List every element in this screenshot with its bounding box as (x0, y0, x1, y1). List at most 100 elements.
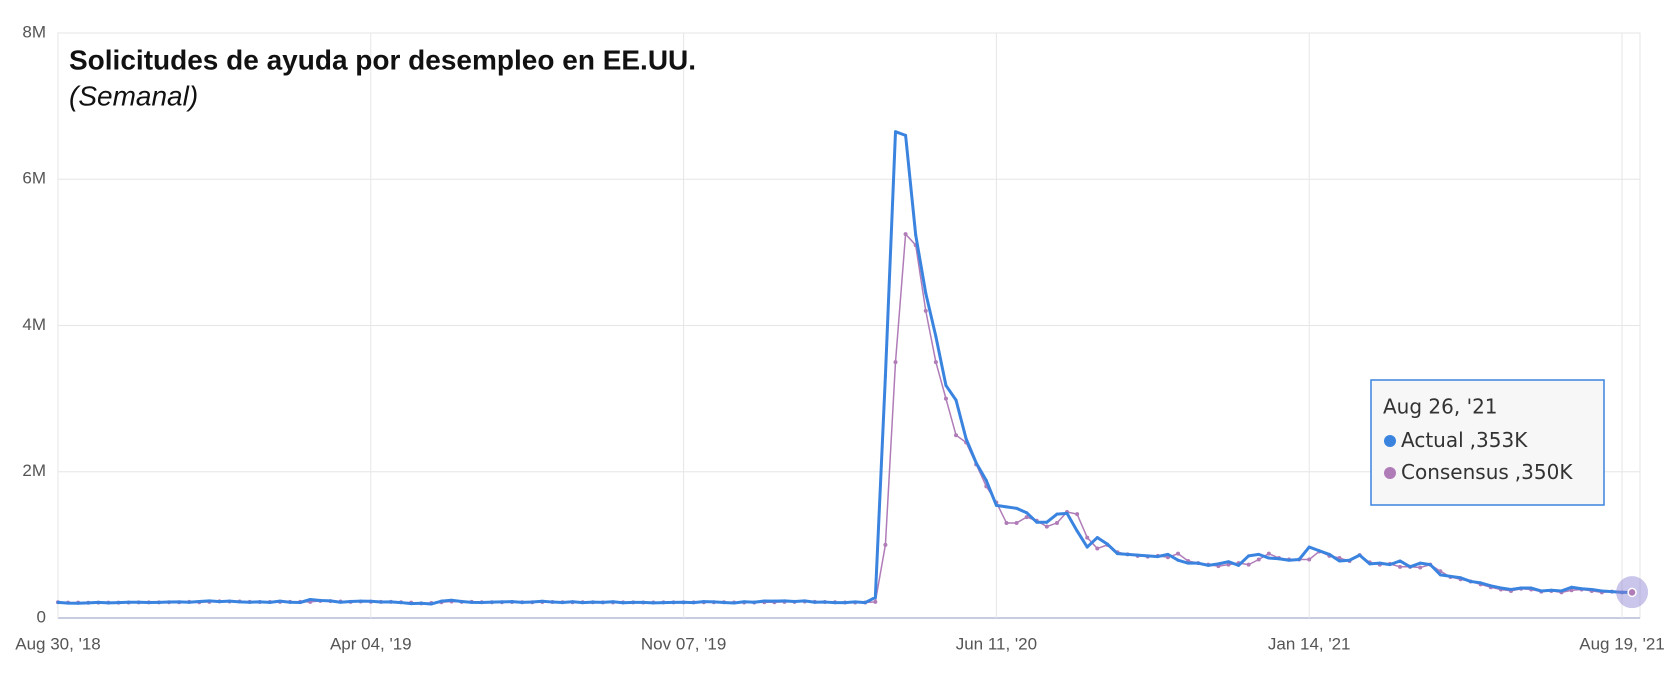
actual-point (712, 600, 716, 604)
tooltip-value: ,350K (1515, 460, 1574, 484)
actual-point (278, 599, 282, 603)
actual-point (651, 601, 655, 605)
actual-point (611, 600, 615, 604)
actual-point (1428, 563, 1432, 567)
actual-point (1610, 590, 1614, 594)
actual-point (339, 600, 343, 604)
consensus-point (1398, 564, 1403, 569)
consensus-point (1256, 557, 1261, 562)
actual-point (873, 596, 877, 600)
actual-point (500, 600, 504, 604)
actual-point (248, 600, 252, 604)
actual-point (1519, 586, 1523, 590)
actual-point (1559, 589, 1563, 593)
hover-point (1627, 587, 1637, 598)
actual-point (228, 599, 232, 603)
actual-point (399, 601, 403, 605)
actual-point (1408, 565, 1412, 569)
actual-point (207, 599, 211, 603)
actual-point (359, 599, 363, 603)
actual-point (1206, 563, 1210, 567)
actual-point (1549, 588, 1553, 592)
y-tick-label: 8M (22, 22, 46, 41)
actual-point (631, 600, 635, 604)
actual-point (520, 600, 524, 604)
actual-point (1570, 585, 1574, 589)
actual-point (460, 600, 464, 604)
actual-point (470, 600, 474, 604)
actual-point (1126, 552, 1130, 556)
actual-line (57, 130, 1633, 606)
actual-point (1368, 562, 1372, 566)
actual-point (1136, 553, 1140, 557)
actual-point (974, 461, 978, 465)
actual-point (1469, 579, 1473, 583)
actual-point (217, 600, 221, 604)
actual-point (308, 597, 312, 601)
actual-point (924, 291, 928, 295)
actual-point (934, 334, 938, 338)
y-tick-label: 4M (22, 315, 46, 334)
actual-point (258, 600, 262, 604)
actual-point (540, 599, 544, 603)
actual-point (1075, 529, 1079, 533)
consensus-point (1054, 520, 1059, 525)
actual-point (480, 600, 484, 604)
actual-point (823, 600, 827, 604)
tooltip-box (1370, 379, 1605, 506)
actual-point (1196, 561, 1200, 565)
consensus-point (954, 433, 959, 438)
actual-point (1479, 581, 1483, 585)
consensus-point (893, 360, 898, 365)
actual-point (238, 600, 242, 604)
actual-point (1337, 559, 1341, 563)
actual-point (1438, 573, 1442, 577)
lines (56, 130, 1649, 609)
consensus-point (1176, 551, 1181, 556)
actual-point (1358, 553, 1362, 557)
actual-point (833, 601, 837, 605)
y-tick-label: 6M (22, 169, 46, 188)
actual-point (772, 599, 776, 603)
actual-point (66, 601, 70, 605)
actual-point (893, 130, 897, 134)
actual-point (752, 600, 756, 604)
actual-point (1307, 545, 1311, 549)
actual-point (1277, 557, 1281, 561)
consensus-point (933, 360, 938, 365)
actual-point (96, 600, 100, 604)
actual-point (1459, 576, 1463, 580)
actual-point (1226, 560, 1230, 564)
actual-point (1489, 584, 1493, 588)
actual-point (187, 600, 191, 604)
actual-point (1156, 555, 1160, 559)
actual-point (288, 600, 292, 604)
actual-point (1327, 552, 1331, 556)
consensus-point (1095, 546, 1100, 551)
consensus-point (1014, 520, 1019, 525)
actual-point (1146, 554, 1150, 558)
actual-point (1105, 542, 1109, 546)
actual-point (429, 602, 433, 606)
actual-point (379, 600, 383, 604)
actual-point (722, 600, 726, 604)
actual-point (369, 599, 373, 603)
actual-point (409, 602, 413, 606)
actual-point (1287, 558, 1291, 562)
consensus-point (923, 308, 928, 313)
x-tick-label: Nov 07, '19 (641, 634, 726, 653)
tooltip-title: Aug 26, '21 (1383, 395, 1498, 419)
actual-point (318, 599, 322, 603)
actual-point (692, 601, 696, 605)
consensus-point (1085, 535, 1090, 540)
actual-point (1378, 561, 1382, 565)
actual-point (843, 601, 847, 605)
tooltip-swatch (1384, 435, 1396, 447)
actual-point (883, 374, 887, 378)
actual-point (762, 599, 766, 603)
actual-point (994, 503, 998, 507)
actual-point (954, 398, 958, 402)
actual-point (177, 600, 181, 604)
actual-point (1580, 587, 1584, 591)
actual-point (117, 601, 121, 605)
